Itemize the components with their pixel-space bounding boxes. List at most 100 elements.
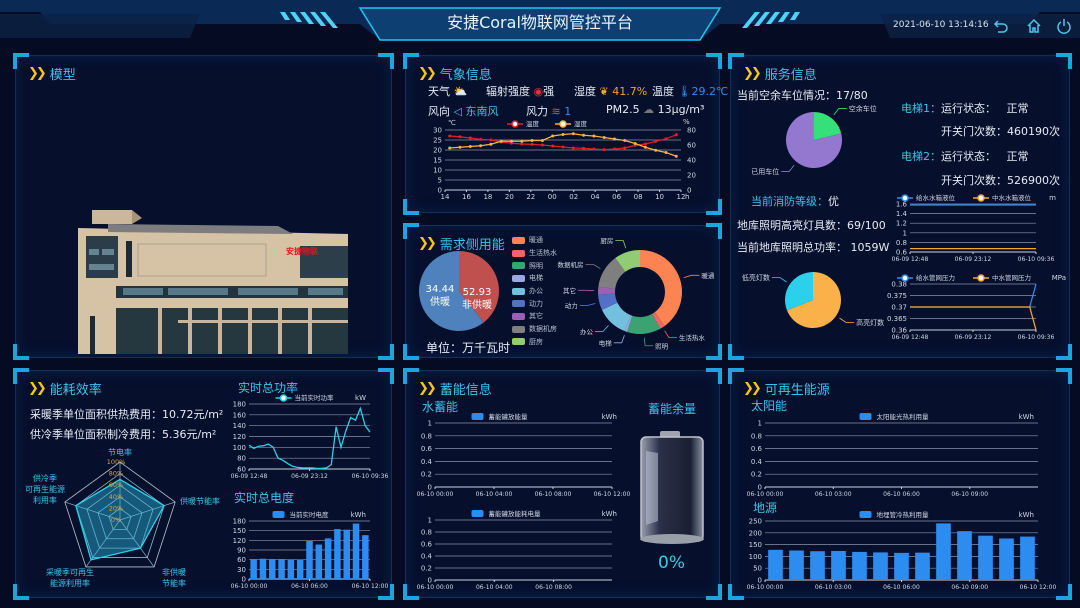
panel-title: 服务信息 xyxy=(764,68,817,83)
legend-swatch xyxy=(512,338,525,346)
chevron-icon: ❯❯ xyxy=(28,66,47,81)
legend-label: 生活热水 xyxy=(529,249,557,258)
humidity-value: 41.7% xyxy=(612,85,648,98)
service-panel: ❯❯ 服务信息 当前空余车位情况：17/80 电梯1：运行状态： 正常 开关门次数… xyxy=(728,53,1072,360)
panel-title: 能耗效率 xyxy=(49,383,102,398)
elevator2-status-label: 运行状态： xyxy=(941,150,996,163)
legend-item[interactable]: 动力 xyxy=(512,297,557,310)
remaining-title: 蓄能余量 xyxy=(648,402,697,416)
elevator1-count-label: 开关门次数： xyxy=(941,125,1007,138)
legend-label: 暖通 xyxy=(529,236,543,245)
legend-item[interactable]: 暖通 xyxy=(512,234,557,247)
legend-swatch xyxy=(512,249,525,257)
wind-force-value: 1 xyxy=(564,105,572,118)
heat-cost-label: 采暖季单位面积供热费用： xyxy=(30,408,162,421)
demand-panel: ❯❯ 需求侧用能 单位：万千瓦时 暖通生活热水照明电梯办公动力其它数据机房厨房 xyxy=(403,223,722,360)
efficiency-panel: ❯❯ 能耗效率 采暖季单位面积供热费用：10.72元/m² 供冷季单位面积制冷费用… xyxy=(13,368,394,600)
lighting-power-value: 1059W xyxy=(850,241,890,254)
weather-label: 天气 xyxy=(428,85,450,98)
legend-label: 动力 xyxy=(529,299,543,308)
chevron-icon: ❯❯ xyxy=(743,381,762,396)
chevron-icon: ❯❯ xyxy=(418,236,437,251)
panel-title: 需求侧用能 xyxy=(439,238,505,253)
legend-item[interactable]: 厨房 xyxy=(512,336,557,349)
legend-swatch xyxy=(512,236,525,244)
chevron-icon: ❯❯ xyxy=(418,381,437,396)
home-icon[interactable] xyxy=(1026,18,1042,34)
parking-value: 17/80 xyxy=(836,89,868,102)
cloudy-sun-icon: ⛅ xyxy=(453,85,468,98)
page-title: 安捷Coral物联网管控平台 xyxy=(447,13,633,32)
legend-item[interactable]: 生活热水 xyxy=(512,247,557,260)
legend-label: 数据机房 xyxy=(529,325,557,334)
legend-item[interactable]: 照明 xyxy=(512,259,557,272)
renewable-panel: ❯❯ 可再生能源 太阳能 地源 xyxy=(728,368,1072,600)
legend-label: 电梯 xyxy=(529,274,543,283)
elevator2-count-label: 开关门次数： xyxy=(941,174,1007,187)
legend-swatch xyxy=(512,325,525,333)
legend-item[interactable]: 办公 xyxy=(512,285,557,298)
cool-cost-label: 供冷季单位面积制冷费用： xyxy=(30,428,162,441)
lights-value: 69/100 xyxy=(847,219,886,232)
power-icon[interactable] xyxy=(1056,18,1072,34)
panel-title: 气象信息 xyxy=(439,68,492,83)
solar-title: 太阳能 xyxy=(751,399,788,413)
wind-direction-icon: ◁ xyxy=(453,105,462,118)
chevron-icon: ❯❯ xyxy=(743,66,762,81)
fire-label: 当前消防等级： xyxy=(751,195,828,208)
building-sign: 安捷物联 xyxy=(286,246,318,256)
radiation-label: 辐射强度 xyxy=(486,85,530,98)
legend-swatch xyxy=(512,274,525,282)
model-panel: ❯❯ 模型 安捷物联 xyxy=(13,53,394,360)
elevator1-status-label: 运行状态： xyxy=(941,102,996,115)
legend-item[interactable]: 其它 xyxy=(512,310,557,323)
legend-item[interactable]: 电梯 xyxy=(512,272,557,285)
storage-panel: ❯❯ 蓄能信息 水蓄能 蓄能余量 0% xyxy=(403,368,722,600)
parking-label: 当前空余车位情况： xyxy=(737,89,836,102)
radiation-icon: ◉ xyxy=(533,85,544,98)
back-icon[interactable] xyxy=(993,18,1009,34)
wind-dir-label: 风向 xyxy=(428,105,450,118)
datetime: 2021-06-10 13:14:16 xyxy=(893,20,989,30)
building-model[interactable]: 安捷物联 xyxy=(78,204,358,354)
humidity-icon: ❦ xyxy=(599,85,609,98)
elevator2-name: 电梯2： xyxy=(901,150,941,163)
remaining-value: 0% xyxy=(658,553,685,573)
legend-label: 厨房 xyxy=(529,337,543,346)
legend-label: 其它 xyxy=(529,312,543,321)
lights-label: 地库照明高亮灯具数： xyxy=(737,219,847,232)
elevator2-status: 正常 xyxy=(1006,150,1029,163)
temperature-value: 29.2℃ xyxy=(691,85,729,98)
heat-cost-value: 10.72元/m² xyxy=(162,408,224,421)
legend-swatch xyxy=(512,312,525,320)
humidity-label: 湿度 xyxy=(574,85,596,98)
legend-item[interactable]: 数据机房 xyxy=(512,323,557,336)
power-chart-title: 实时总功率 xyxy=(238,381,299,395)
ground-title: 地源 xyxy=(753,501,778,515)
elevator2-count: 526900次 xyxy=(1007,174,1060,187)
legend-label: 照明 xyxy=(529,261,543,270)
cool-cost-value: 5.36元/m² xyxy=(162,428,217,441)
panel-title: 可再生能源 xyxy=(764,383,830,398)
legend-swatch xyxy=(512,300,525,308)
donut-legend: 暖通生活热水照明电梯办公动力其它数据机房厨房 xyxy=(512,234,557,348)
wind-dir-value: 东南风 xyxy=(465,105,499,118)
pm-label: PM2.5 xyxy=(606,103,640,116)
legend-label: 办公 xyxy=(529,287,543,296)
header: 安捷Coral物联网管控平台 2021-06-10 13:14:16 xyxy=(0,0,1080,42)
unit-label: 单位：万千瓦时 xyxy=(426,341,511,355)
panel-title: 模型 xyxy=(49,68,76,83)
weather-panel: ❯❯ 气象信息 天气 ⛅ 辐射强度 ◉强 湿度 ❦ 41.7% 温度 🌡29.2℃… xyxy=(403,53,728,215)
pm-value: 13μg/m³ xyxy=(657,103,705,116)
lighting-power-label: 当前地库照明总功率： xyxy=(737,241,847,254)
chevron-icon: ❯❯ xyxy=(28,381,47,396)
haze-icon: ☁ xyxy=(643,103,655,116)
header-frame xyxy=(0,0,1080,41)
temperature-label: 温度 xyxy=(652,85,674,98)
legend-swatch xyxy=(512,287,525,295)
legend-swatch xyxy=(512,262,525,270)
chevron-icon: ❯❯ xyxy=(418,66,437,81)
elevator1-status: 正常 xyxy=(1006,102,1029,115)
panel-title: 蓄能信息 xyxy=(439,383,492,398)
energy-chart-title: 实时总电度 xyxy=(234,491,295,505)
